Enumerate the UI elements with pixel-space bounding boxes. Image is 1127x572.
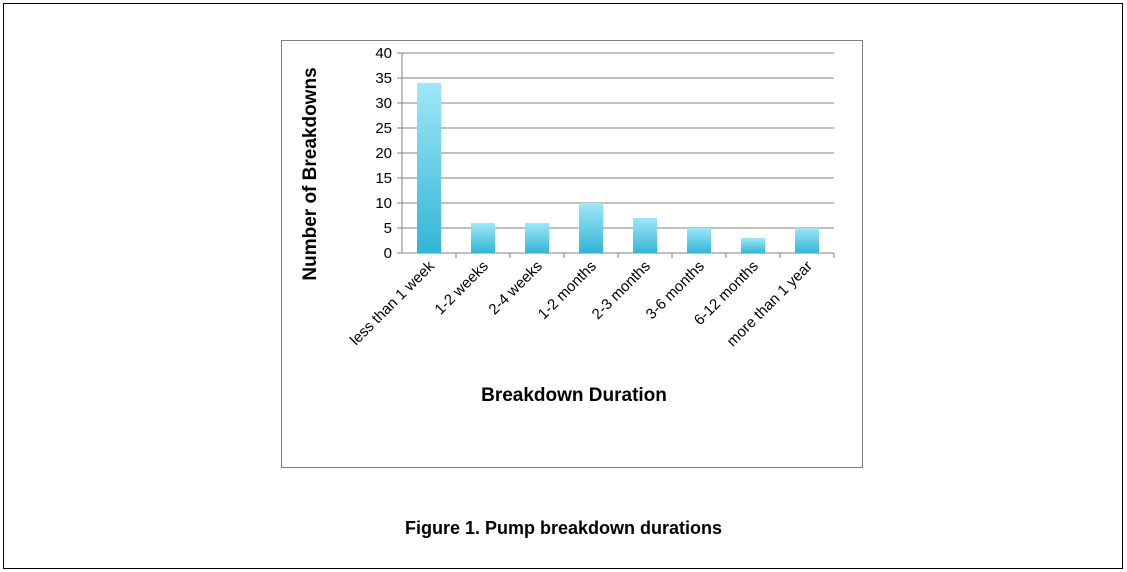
y-tick-label: 0 [384,245,392,262]
bar-more-than-1-year [795,228,819,253]
bars [417,83,819,253]
x-tick-label: 1-2 weeks [431,258,491,318]
y-tick-label: 10 [375,195,392,212]
chart-area: 0 5 10 15 20 25 30 35 40 less than 1 week 1-2 wee… [281,40,863,468]
bar-less-than-1-week [417,83,441,253]
x-axis-label: Breakdown Duration [481,385,667,406]
y-tick-label: 5 [384,220,392,237]
y-tick-label: 25 [375,120,392,137]
y-axis-label: Number of Breakdowns [300,67,321,280]
bar-6-12-months [741,238,765,253]
y-tick-label: 35 [375,70,392,87]
y-tick-labels: 0 5 10 15 20 25 30 35 40 [375,45,392,262]
bar-1-2-weeks [471,223,495,253]
x-tick-label: less than 1 week [347,257,438,348]
gridlines [397,52,835,258]
figure-caption: Figure 1. Pump breakdown durations [404,518,723,538]
y-tick-label: 20 [375,145,392,162]
y-tick-label: 40 [375,45,392,62]
bar-2-4-weeks [525,223,549,253]
bar-3-6-months [687,228,711,253]
y-tick-label: 15 [375,170,392,187]
bar-1-2-months [579,203,603,253]
y-tick-label: 30 [375,95,392,112]
bar-2-3-months [633,218,657,253]
